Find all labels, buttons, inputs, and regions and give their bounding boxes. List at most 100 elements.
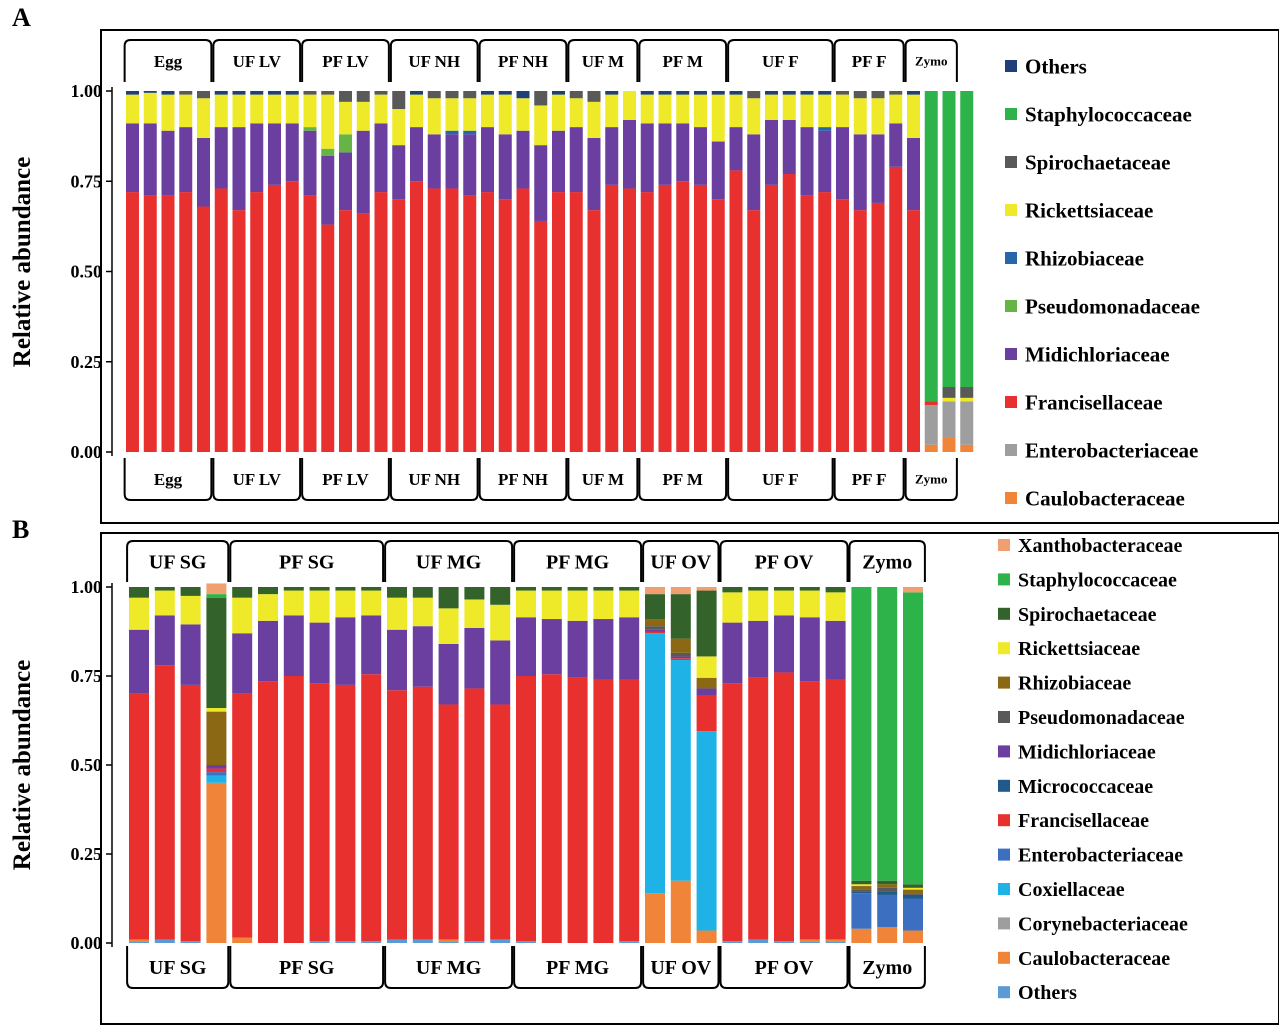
bar-segment-midichloriaceae (722, 623, 742, 684)
bar-segment-midichloriaceae (818, 131, 831, 192)
bar-segment-spirochaetaceae (439, 587, 459, 608)
bar-segment-francisellaceae (889, 167, 902, 452)
bar-segment-rickettsiaceae (800, 591, 820, 618)
bar-segment-others (499, 91, 512, 95)
bar-segment-rhizobiaceae (645, 619, 665, 626)
legend-label-corynebacteriaceae: Corynebacteriaceae (1018, 913, 1188, 935)
bar-segment-xanthobacteraceae (671, 587, 691, 594)
bar-segment-caulobacteraceae (903, 931, 923, 943)
bar-segment-spirochaetaceae (321, 91, 334, 95)
group-label-top-uf-f: UF F (762, 52, 799, 71)
bar-segment-francisellaceae (697, 696, 717, 732)
chart-b: 0.000.250.500.751.00Relative abundanceUF… (9, 535, 1188, 1004)
group-label-bottom-uf-lv: UF LV (233, 470, 282, 489)
bar-segment-others (774, 941, 794, 943)
bar-segment-rickettsiaceae (439, 608, 459, 644)
bar-segment-midichloriaceae (250, 123, 263, 192)
group-label-top-uf-mg: UF MG (416, 552, 482, 574)
bar-segment-spirochaetaceae (568, 587, 588, 591)
bar-segment-midichloriaceae (889, 123, 902, 166)
panel-label-a: A (12, 3, 31, 32)
bar-segment-spirochaetaceae (570, 91, 583, 98)
bar-segment-others (481, 91, 494, 95)
bar-segment-midichloriaceae (774, 615, 794, 672)
bar-segment-francisellaceae (446, 188, 459, 452)
bar-segment-others (181, 941, 201, 943)
bar-segment-rickettsiaceae (889, 95, 902, 124)
group-label-top-zymo: Zymo (862, 552, 912, 574)
bar-segment-midichloriaceae (232, 633, 252, 694)
bar-segment-francisellaceae (321, 225, 334, 452)
bar-segment-staphylococcaceae (960, 91, 973, 387)
bar-segment-rickettsiaceae (233, 95, 246, 127)
bar-segment-rhizobiaceae (851, 886, 871, 890)
bar-segment-others (619, 941, 639, 943)
bar-segment-spirochaetaceae (800, 587, 820, 591)
bar-segment-midichloriaceae (410, 127, 423, 181)
bar-segment-caulobacteraceae (206, 783, 226, 943)
bar-segment-rickettsiaceae (162, 95, 175, 131)
bar-segment-rickettsiaceae (413, 598, 433, 626)
bar-segment-others (129, 941, 149, 943)
bar-segment-midichloriaceae (645, 630, 665, 632)
bar-segment-francisellaceae (925, 401, 938, 405)
bar-segment-spirochaetaceae (464, 587, 484, 599)
bar-segment-spirochaetaceae (361, 587, 381, 591)
bar-segment-midichloriaceae (304, 131, 317, 196)
legend-swatch-francisellaceae (998, 814, 1010, 826)
bar-segment-rickettsiaceae (321, 95, 334, 149)
bar-segment-rickettsiaceae (619, 591, 639, 618)
bar-segment-spirochaetaceae (339, 91, 352, 102)
legend-label-spirochaetaceae: Spirochaetaceae (1018, 604, 1157, 626)
bar-segment-francisellaceae (854, 210, 867, 452)
legend-label-xanthobacteraceae: Xanthobacteraceae (1018, 535, 1183, 557)
group-label-bottom-pf-lv: PF LV (322, 470, 369, 489)
bar-segment-spirochaetaceae (304, 91, 317, 95)
bar-segment-spirochaetaceae (335, 587, 355, 591)
bar-segment-francisellaceae (730, 170, 743, 452)
bar-segment-midichloriaceae (659, 123, 672, 184)
bar-segment-rickettsiaceae (304, 95, 317, 127)
bar-segment-caulobacteraceae (800, 939, 820, 941)
bar-segment-midichloriaceae (641, 123, 654, 192)
legend-swatch-midichloriaceae (1005, 348, 1017, 360)
bar-segment-midichloriaceae (783, 120, 796, 174)
bar-segment-francisellaceae (748, 678, 768, 940)
bar-segment-midichloriaceae (854, 134, 867, 210)
y-axis-title-b: Relative abundance (9, 660, 36, 870)
bar-segment-midichloriaceae (671, 656, 691, 658)
bar-segment-others (712, 91, 725, 95)
bar-segment-midichloriaceae (800, 617, 820, 681)
bar-segment-francisellaceae (126, 192, 139, 452)
bar-segment-spirochaetaceae (206, 598, 226, 708)
group-label-top-pf-lv: PF LV (322, 52, 369, 71)
bar-segment-xanthobacteraceae (206, 583, 226, 594)
legend-swatch-xanthobacteraceae (998, 539, 1010, 551)
bar-segment-midichloriaceae (697, 688, 717, 695)
chart-a: 0.000.250.500.751.00Relative abundanceEg… (9, 40, 1200, 510)
bar-segment-spirochaetaceae (943, 387, 956, 398)
bar-segment-rickettsiaceae (339, 102, 352, 134)
group-label-bottom-uf-mg: UF MG (416, 957, 482, 979)
group-label-bottom-pf-nh: PF NH (498, 470, 548, 489)
legend-label-spirochaetaceae: Spirochaetaceae (1025, 150, 1170, 174)
legend-swatch-corynebacteriaceae (998, 917, 1010, 929)
bar-segment-rickettsiaceae (568, 591, 588, 621)
legend-label-enterobacteriaceae: Enterobacteriaceae (1018, 845, 1183, 867)
group-label-bottom-pf-sg: PF SG (279, 957, 335, 979)
bar-segment-francisellaceae (818, 192, 831, 452)
bar-segment-francisellaceae (490, 704, 510, 939)
group-label-top-uf-sg: UF SG (149, 552, 207, 574)
bar-segment-midichloriaceae (534, 145, 547, 221)
bar-segment-midichloriaceae (481, 127, 494, 192)
bar-segment-others (144, 91, 157, 93)
bar-segment-enterobacteriaceae (925, 405, 938, 445)
bar-segment-francisellaceae (206, 769, 226, 773)
bar-segment-rickettsiaceae (197, 98, 210, 138)
bar-segment-others (605, 91, 618, 95)
bar-segment-others (464, 941, 484, 943)
bar-segment-francisellaceae (645, 632, 665, 634)
bar-segment-francisellaceae (233, 210, 246, 452)
bar-segment-francisellaceae (722, 683, 742, 941)
bar-segment-rickettsiaceae (818, 95, 831, 127)
